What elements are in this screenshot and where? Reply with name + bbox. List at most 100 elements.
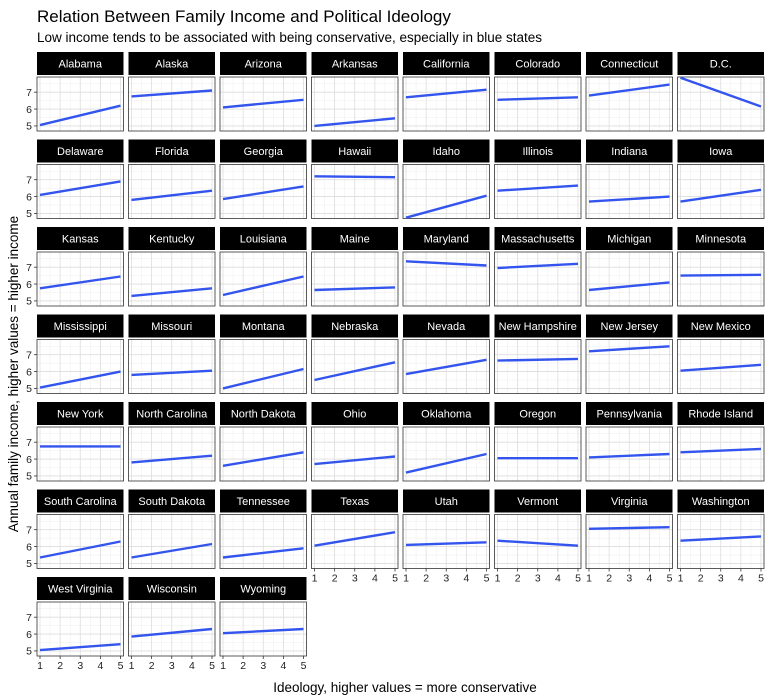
- x-tick-label: 5: [118, 660, 124, 672]
- y-tick-label: 7: [26, 87, 32, 99]
- facet-strip: [677, 489, 764, 513]
- panel-border: [128, 164, 216, 219]
- trend-line: [314, 117, 396, 128]
- facet-strip: [586, 314, 673, 338]
- facet-strip: [220, 489, 307, 513]
- facet-strip-label: Mississippi: [54, 321, 107, 333]
- trend-line: [588, 345, 670, 353]
- facet-panel: Idaho: [402, 139, 490, 219]
- facet-panel: Montana: [219, 314, 307, 394]
- facet-strip-label: Idaho: [432, 146, 460, 158]
- panel-border: [219, 339, 307, 394]
- facet-strip-label: Alabama: [59, 59, 103, 71]
- x-tick-label: 1: [37, 660, 43, 672]
- facet-panel: D.C.: [677, 52, 765, 132]
- facet-strip: [586, 52, 673, 75]
- facet-panel: Washington 1 2 3 4 5: [677, 489, 765, 585]
- facet-strip: [311, 139, 398, 163]
- panel-border: [585, 251, 673, 307]
- facet-panel: South Dakota: [128, 489, 216, 569]
- facet-strip: [494, 227, 581, 250]
- facet-strip-label: Arkansas: [332, 59, 378, 71]
- panel-border: [128, 76, 216, 132]
- trend-line: [222, 451, 304, 467]
- facet-strip-label: Pennsylvania: [597, 409, 663, 421]
- trend-line: [680, 273, 762, 277]
- trend-line: [222, 275, 304, 297]
- x-tick-label: 4: [646, 573, 652, 585]
- panel-border: [128, 514, 216, 569]
- chart-title: Relation Between Family Income and Polit…: [37, 7, 451, 26]
- x-tick-label: 5: [392, 573, 398, 585]
- y-tick-label: 6: [26, 454, 32, 466]
- facet-strip: [586, 227, 673, 250]
- panel-border: [402, 339, 490, 394]
- x-tick-label: 3: [77, 660, 83, 672]
- trend-line: [39, 275, 121, 290]
- panel-border: [219, 514, 307, 569]
- x-tick-label: 2: [423, 573, 429, 585]
- facet-panel: Minnesota: [677, 227, 765, 307]
- facet-strip-label: Virginia: [611, 496, 648, 508]
- facet-strip-label: D.C.: [710, 59, 732, 71]
- x-tick-label: 5: [758, 573, 764, 585]
- facet-panel: California: [402, 52, 490, 132]
- facet-strip: [403, 227, 490, 250]
- trend-line: [314, 175, 396, 179]
- panel-border: [402, 251, 490, 307]
- facet-panel: Vermont 1 2 3 4 5: [494, 489, 582, 585]
- y-tick-label: 7: [26, 349, 32, 361]
- facet-panel: Connecticut: [585, 52, 673, 132]
- facet-panel: New Mexico: [677, 314, 765, 394]
- y-tick-label: 7: [26, 174, 32, 186]
- trend-line: [131, 287, 213, 298]
- panel-border: [585, 164, 673, 219]
- facet-strip-label: Oklahoma: [421, 409, 472, 421]
- facet-strip-label: Louisiana: [240, 234, 288, 246]
- facet-strip: [220, 139, 307, 163]
- trend-line: [405, 541, 487, 547]
- x-tick-label: 3: [260, 660, 266, 672]
- facet-panel: Massachusetts: [494, 227, 582, 307]
- facet-strip: [220, 52, 307, 75]
- facet-strip-label: Kentucky: [149, 234, 195, 246]
- x-tick-label: 3: [626, 573, 632, 585]
- facet-strip-label: North Carolina: [136, 409, 208, 421]
- facet-strip-label: Massachusetts: [501, 234, 575, 246]
- facet-strip: [677, 227, 764, 250]
- panel-border: [311, 426, 399, 482]
- trend-line: [588, 281, 670, 292]
- panel-border: [219, 251, 307, 307]
- facet-strip-label: New York: [57, 409, 104, 421]
- panel-border: [128, 251, 216, 307]
- panel-border: [585, 339, 673, 394]
- facet-strip-label: New Hampshire: [499, 321, 577, 333]
- chart-subtitle: Low income tends to be associated with b…: [37, 30, 542, 45]
- facet-panel: Utah 1 2 3 4 5: [402, 489, 490, 585]
- x-tick-label: 2: [515, 573, 521, 585]
- trend-line: [39, 104, 121, 127]
- facet-strip: [128, 577, 215, 600]
- facet-panel: Maryland: [402, 227, 490, 307]
- facet-panel: Texas 1 2 3 4 5: [311, 489, 399, 585]
- facet-strip: [37, 489, 124, 513]
- facet-panel: Alaska: [128, 52, 216, 132]
- facet-strip: [37, 227, 124, 250]
- facet-strip-label: New Mexico: [691, 321, 751, 333]
- panel-border: [494, 251, 582, 307]
- facet-panel: Alabama 5 6 7: [26, 52, 124, 133]
- facet-strip: [37, 52, 124, 75]
- panel-border: [677, 426, 765, 482]
- facet-strip-label: Iowa: [709, 146, 733, 158]
- trend-line: [405, 260, 487, 267]
- facet-strip-label: West Virginia: [48, 584, 113, 596]
- x-tick-label: 5: [667, 573, 673, 585]
- facet-panel: Oklahoma: [402, 402, 490, 482]
- trend-line: [588, 83, 670, 97]
- facet-panel: West Virginia 5 6 7 1 2 3 4 5: [26, 577, 124, 672]
- facet-strip: [128, 139, 215, 163]
- facet-strip-label: Hawaii: [338, 146, 371, 158]
- trend-line: [588, 195, 670, 203]
- facet-strip-label: Texas: [340, 496, 369, 508]
- facet-panel: North Dakota: [219, 402, 307, 482]
